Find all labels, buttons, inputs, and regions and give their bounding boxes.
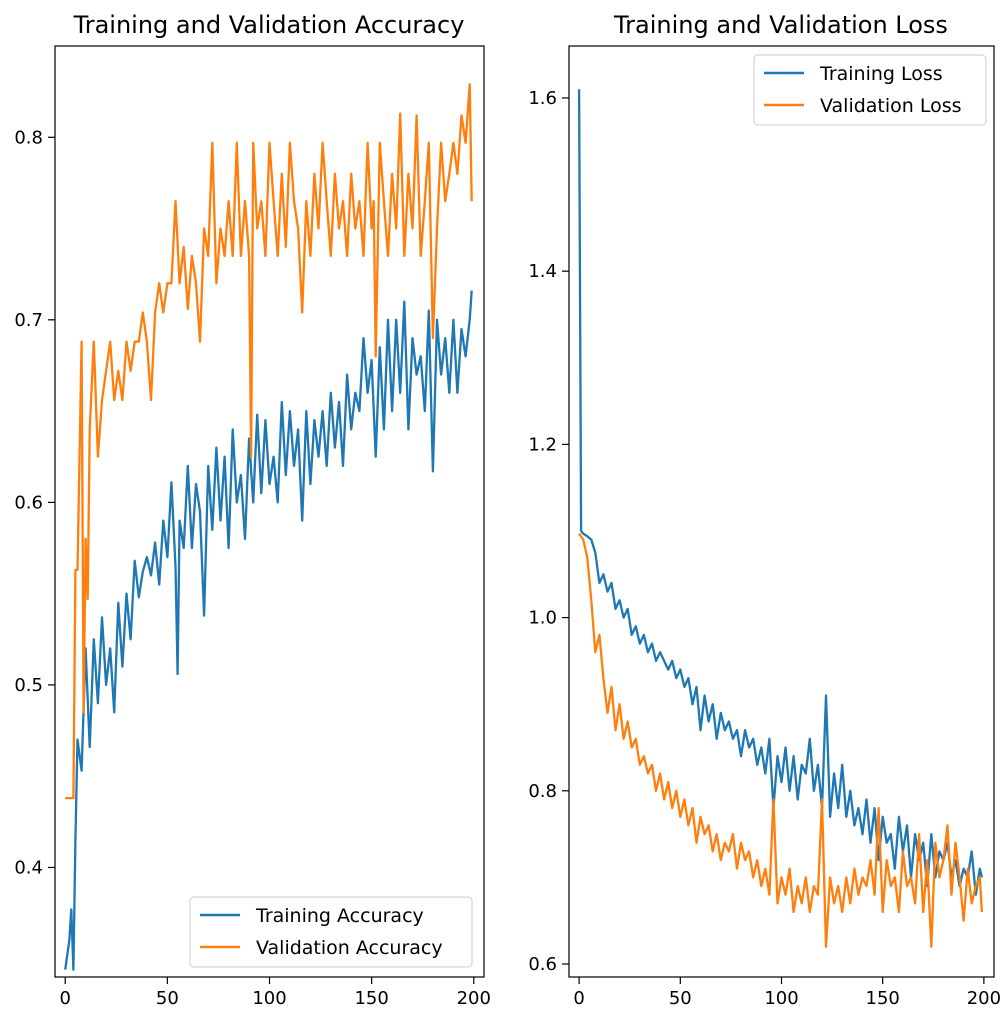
accuracy-y-tick-label: 0.5	[14, 675, 43, 696]
loss-y-tick-label: 1.0	[528, 608, 557, 629]
accuracy-x-tick-label: 200	[457, 988, 491, 1009]
accuracy-y-tick-label: 0.4	[14, 857, 43, 878]
legend-label-training-loss: Training Loss	[819, 63, 943, 85]
accuracy-tick-layer: 0 50 100 150 200 0.4 0.5 0.6 0.7 0.8	[14, 127, 491, 1009]
loss-y-tick-label: 1.4	[528, 261, 557, 282]
loss-x-tick-label: 0	[573, 988, 584, 1009]
loss-chart-title: Training and Validation Loss	[613, 11, 948, 39]
accuracy-x-tick-label: 50	[156, 988, 179, 1009]
accuracy-panel: Training and Validation Accuracy 0 50 100 1…	[14, 11, 491, 1009]
accuracy-y-tick-label: 0.7	[14, 310, 43, 331]
loss-panel: Training and Validation Loss 0 50 100 150 20…	[528, 11, 1001, 1009]
accuracy-axes-frame	[54, 45, 485, 978]
accuracy-x-tick-label: 100	[252, 988, 286, 1009]
series-line-training-loss	[577, 89, 984, 896]
accuracy-y-tick-label: 0.8	[14, 127, 43, 148]
accuracy-x-tick-label: 150	[354, 988, 388, 1009]
accuracy-series-layer	[64, 83, 473, 971]
legend-label-training-accuracy: Training Accuracy	[255, 905, 424, 927]
loss-y-tick-label: 0.8	[528, 781, 557, 802]
loss-tick-layer: 0 50 100 150 200 0.6 0.8 1.0 1.2 1.4 1.6	[528, 88, 1001, 1009]
loss-y-tick-label: 1.6	[528, 88, 557, 109]
series-line-validation-accuracy	[65, 83, 473, 800]
accuracy-y-tick-label: 0.6	[14, 492, 43, 513]
loss-x-tick-label: 150	[866, 988, 900, 1009]
loss-axes-frame	[568, 45, 995, 978]
legend-label-validation-accuracy: Validation Accuracy	[256, 937, 443, 959]
legend-label-validation-loss: Validation Loss	[820, 95, 962, 117]
loss-series-layer	[577, 89, 984, 948]
series-line-validation-loss	[578, 532, 984, 948]
loss-y-tick-label: 1.2	[528, 434, 557, 455]
accuracy-x-tick-label: 0	[59, 988, 70, 1009]
loss-legend-box	[753, 54, 987, 126]
loss-x-tick-label: 200	[967, 988, 1001, 1009]
accuracy-legend: Training Accuracy Validation Accuracy	[189, 896, 473, 968]
accuracy-chart-title: Training and Validation Accuracy	[73, 11, 465, 39]
loss-x-tick-label: 100	[764, 988, 798, 1009]
loss-y-tick-label: 0.6	[528, 954, 557, 975]
loss-legend: Training Loss Validation Loss	[753, 54, 987, 126]
accuracy-legend-box	[189, 896, 473, 968]
loss-x-tick-label: 50	[669, 988, 692, 1009]
series-line-training-accuracy	[64, 290, 473, 971]
